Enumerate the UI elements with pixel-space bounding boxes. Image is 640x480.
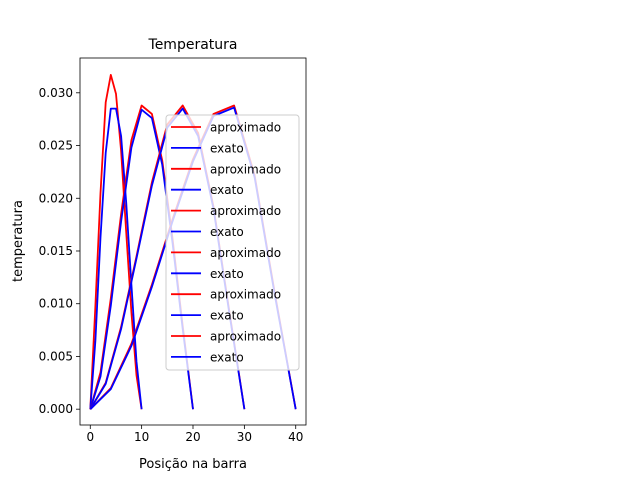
series-line-exato-1 <box>89 107 143 410</box>
legend-label: aproximado <box>210 204 281 218</box>
y-tick-label: 0.015 <box>39 244 73 258</box>
x-tick-label: 30 <box>237 430 252 444</box>
x-tick-label: 40 <box>288 430 303 444</box>
x-axis-label: Posição na barra <box>139 457 247 472</box>
legend: aproximado exato aproximado exato aproximado… <box>165 114 300 371</box>
chart-title: Temperatura <box>148 37 238 53</box>
legend-label: aproximado <box>210 162 281 176</box>
x-axis-ticks: 0 10 20 30 40 <box>86 425 303 444</box>
legend-label: exato <box>210 350 244 364</box>
legend-label: exato <box>210 183 244 197</box>
legend-label: exato <box>210 267 244 281</box>
legend-label: aproximado <box>210 121 281 135</box>
legend-label: aproximado <box>210 288 281 302</box>
y-tick-label: 0.010 <box>39 297 73 311</box>
y-tick-label: 0.030 <box>39 86 73 100</box>
x-tick-label: 10 <box>134 430 149 444</box>
legend-box <box>165 114 300 371</box>
legend-items: aproximado exato aproximado exato aproximado… <box>171 121 281 364</box>
series-line-aproximado-0 <box>89 74 143 410</box>
y-tick-label: 0.000 <box>39 402 73 416</box>
legend-label: exato <box>210 225 244 239</box>
x-tick-label: 0 <box>86 430 94 444</box>
legend-label: exato <box>210 141 244 155</box>
y-axis-ticks: 0.000 0.005 0.010 0.015 0.020 0.025 0.030 <box>39 86 80 416</box>
y-tick-label: 0.025 <box>39 139 73 153</box>
legend-label: aproximado <box>210 246 281 260</box>
x-tick-label: 20 <box>185 430 200 444</box>
y-axis-label: temperatura <box>11 200 26 282</box>
legend-label: aproximado <box>210 330 281 344</box>
legend-label: exato <box>210 309 244 323</box>
y-tick-label: 0.020 <box>39 191 73 205</box>
y-tick-label: 0.005 <box>39 349 73 363</box>
